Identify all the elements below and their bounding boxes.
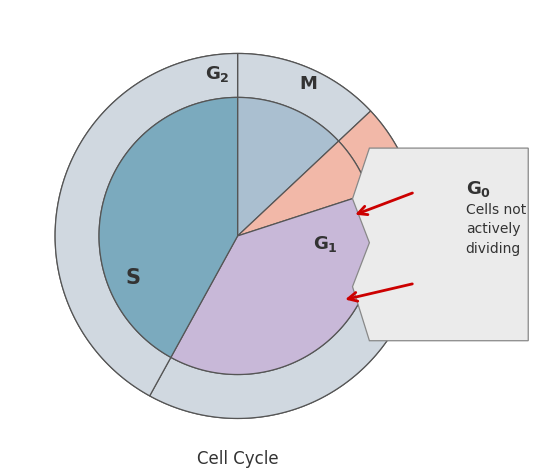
Polygon shape	[99, 97, 238, 358]
Text: $\mathbf{G_1}$: $\mathbf{G_1}$	[313, 235, 338, 254]
Circle shape	[55, 53, 420, 419]
Polygon shape	[238, 141, 369, 236]
Text: $\mathbf{G_2}$: $\mathbf{G_2}$	[205, 64, 230, 84]
Polygon shape	[171, 193, 376, 375]
Text: S: S	[125, 268, 140, 288]
Polygon shape	[55, 53, 238, 396]
Polygon shape	[353, 148, 528, 341]
Text: Cells not
actively
dividing: Cells not actively dividing	[466, 203, 526, 256]
Polygon shape	[338, 111, 411, 193]
Polygon shape	[238, 53, 370, 141]
Text: $\mathbf{G_0}$: $\mathbf{G_0}$	[466, 179, 491, 199]
Text: Cell Cycle: Cell Cycle	[197, 450, 279, 468]
Text: $\mathbf{M}$: $\mathbf{M}$	[299, 75, 318, 93]
Polygon shape	[238, 97, 338, 236]
Polygon shape	[150, 180, 420, 419]
